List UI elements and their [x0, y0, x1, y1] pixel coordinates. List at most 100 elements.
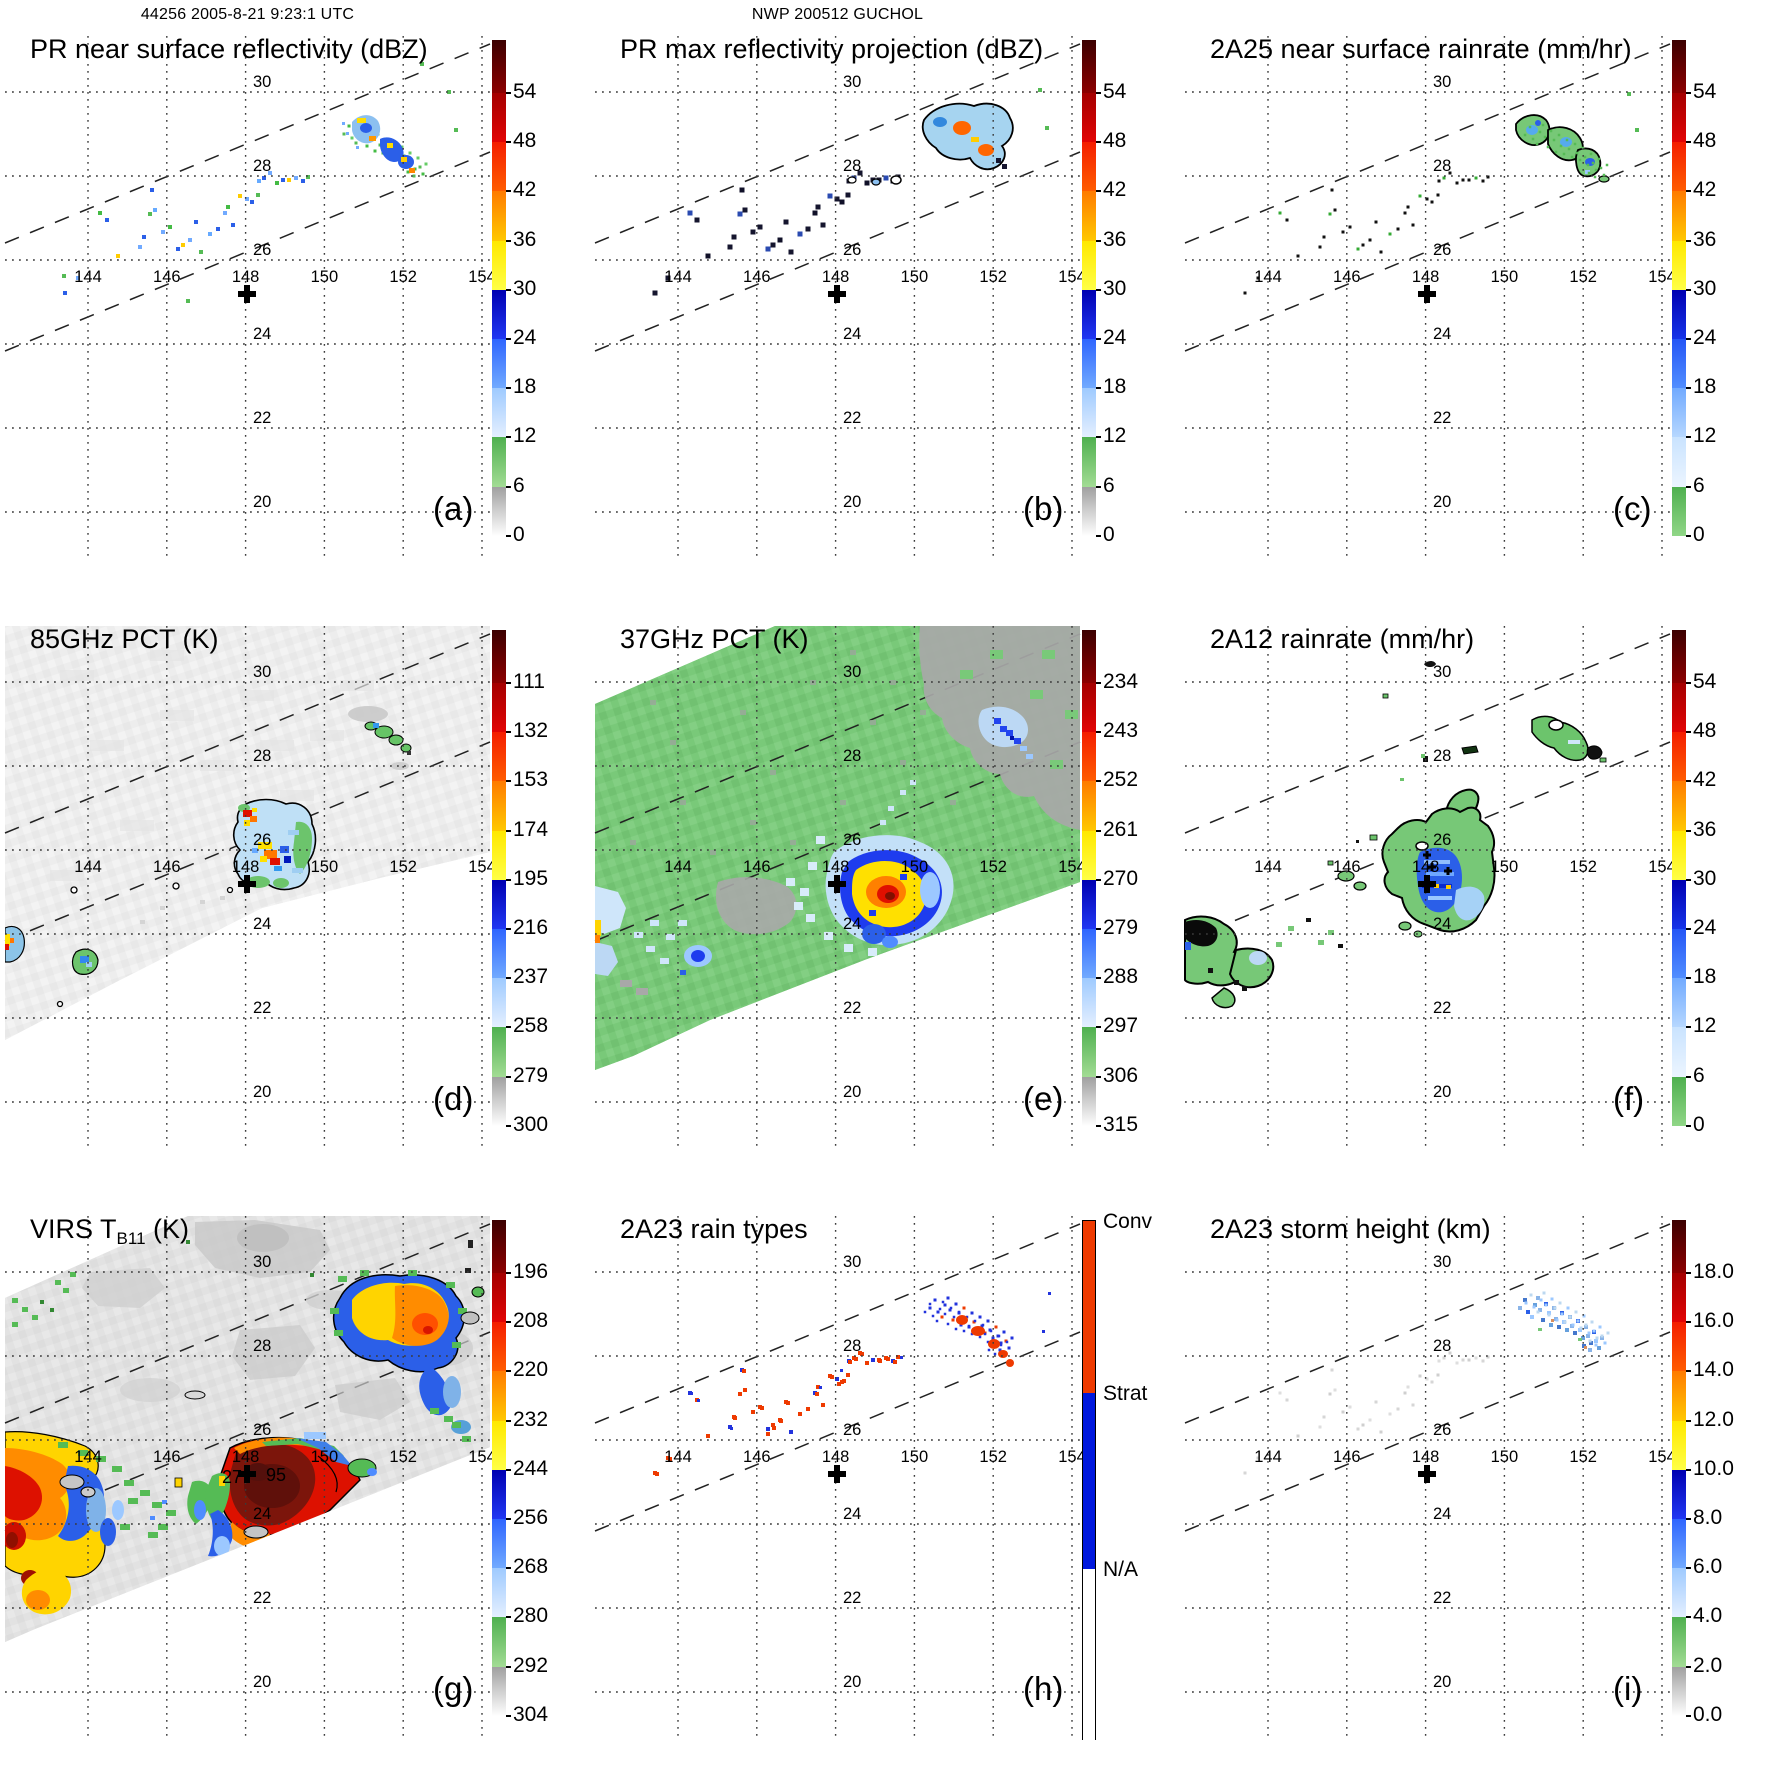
data-features-c — [1243, 92, 1639, 295]
graticule — [1185, 36, 1670, 558]
svg-text:20: 20 — [843, 1673, 861, 1691]
graticule-labels: 30 28 26 24 22 20 144 146 148 150 152 154 — [1254, 663, 1676, 1101]
data-features-d — [5, 650, 412, 1015]
colorbar-band — [492, 290, 506, 339]
colorbar-band — [1672, 1470, 1686, 1519]
colorbar-band — [1082, 880, 1096, 929]
colorbar-label: 220 — [505, 1358, 549, 1381]
colorbar-band — [1082, 978, 1096, 1027]
colorbar-band — [1082, 831, 1096, 880]
colorbar-band — [492, 1667, 506, 1716]
colorbar-band — [1672, 1617, 1686, 1667]
panel-e-colorbar — [1082, 630, 1096, 1126]
colorbar-label: 54 — [1685, 80, 1717, 103]
colorbar-label: 6 — [1686, 474, 1705, 497]
colorbar-label: 10.0 — [1686, 1457, 1734, 1480]
colorbar-label: 252 — [1095, 768, 1139, 791]
svg-text:152: 152 — [979, 1448, 1007, 1466]
svg-text:22: 22 — [1433, 409, 1451, 427]
colorbar-band — [492, 487, 506, 536]
colorbar-band — [1672, 880, 1686, 929]
data-features-e — [595, 626, 1080, 995]
colorbar-band — [1082, 1027, 1096, 1077]
svg-text:154: 154 — [1058, 268, 1086, 286]
colorbar-band — [492, 241, 506, 290]
svg-text:148: 148 — [1412, 268, 1440, 286]
colorbar-label: 234 — [1095, 670, 1139, 693]
colorbar-band — [1672, 978, 1686, 1027]
svg-text:28: 28 — [843, 747, 861, 765]
panel-e-map: 30 28 26 24 22 20 144 146 148 150 152 154 — [594, 626, 1086, 1148]
colorbar-label: 30 — [1685, 277, 1717, 300]
graticule-labels: 30 28 26 24 22 20 144 146 148 150 152 154 — [1254, 73, 1676, 511]
svg-text:30: 30 — [1433, 73, 1451, 91]
colorbar-band — [492, 1470, 506, 1519]
panel-b-colorbar — [1082, 40, 1096, 536]
colorbar-label: 0.0 — [1685, 1703, 1723, 1726]
svg-text:148: 148 — [232, 858, 260, 876]
svg-text:154: 154 — [1648, 1448, 1676, 1466]
colorbar-label: 2.0 — [1685, 1654, 1723, 1677]
svg-text:26: 26 — [843, 241, 861, 259]
panel-h-letter: (h) — [1023, 1670, 1064, 1707]
panel-g: 27 95 30 28 26 24 22 20 144 146 148 150 152 154 VIRS … — [0, 1180, 590, 1770]
svg-text:22: 22 — [843, 999, 861, 1017]
graticule — [595, 1216, 1080, 1738]
panel-a-title: PR near surface reflectivity (dBZ) — [30, 34, 428, 64]
svg-text:30: 30 — [843, 663, 861, 681]
svg-text:150: 150 — [311, 268, 339, 286]
colorbar-label: 12 — [505, 424, 537, 447]
colorbar-band — [1672, 831, 1686, 880]
colorbar-band — [492, 781, 506, 831]
svg-text:30: 30 — [253, 663, 271, 681]
panel-f-title: 2A12 rainrate (mm/hr) — [1210, 624, 1475, 654]
colorbar-label: 4.0 — [1685, 1604, 1723, 1627]
colorbar-band — [1082, 1077, 1096, 1126]
svg-text:26: 26 — [1433, 1421, 1451, 1439]
svg-text:150: 150 — [901, 858, 929, 876]
storm-center-marker — [828, 285, 846, 303]
colorbar-label: 243 — [1095, 719, 1139, 742]
colorbar-segment-conv — [1083, 1221, 1095, 1393]
svg-text:152: 152 — [389, 1448, 417, 1466]
colorbar-label: 256 — [505, 1506, 549, 1529]
colorbar-label: 315 — [1095, 1113, 1139, 1136]
colorbar-label: 48 — [505, 129, 537, 152]
svg-text:26: 26 — [253, 1421, 271, 1439]
storm-center-marker — [238, 875, 256, 893]
panel-c-colorbar — [1672, 40, 1686, 536]
colorbar-label: N/A — [1103, 1558, 1139, 1581]
panel-c-map: 30 28 26 24 22 20 144 146 148 150 152 154 — [1184, 36, 1676, 558]
colorbar-label: 6 — [1096, 474, 1115, 497]
svg-text:24: 24 — [253, 1505, 271, 1523]
panel-e: 30 28 26 24 22 20 144 146 148 150 152 154 37GHz PCT… — [590, 590, 1180, 1180]
svg-text:24: 24 — [843, 325, 861, 343]
colorbar-label: 6.0 — [1685, 1555, 1723, 1578]
colorbar-label: 16.0 — [1686, 1309, 1734, 1332]
colorbar-label: 297 — [1095, 1014, 1139, 1037]
svg-text:20: 20 — [1433, 1083, 1451, 1101]
data-features-b — [652, 88, 1049, 296]
panel-i-map: 30 28 26 24 22 20 144 146 148 150 152 154 — [1184, 1216, 1676, 1738]
svg-text:154: 154 — [1058, 1448, 1086, 1466]
panel-a-map: 30 28 26 24 22 20 144 146 148 150 152 154 — [4, 36, 496, 558]
colorbar-label: 300 — [505, 1113, 549, 1136]
colorbar-label: 174 — [505, 818, 549, 841]
colorbar-label: 216 — [505, 916, 549, 939]
svg-text:30: 30 — [253, 1253, 271, 1271]
svg-text:22: 22 — [843, 409, 861, 427]
data-features-h — [653, 1292, 1051, 1476]
panel-d-title: 85GHz PCT (K) — [30, 624, 219, 654]
svg-text:154: 154 — [468, 268, 496, 286]
colorbar-label: 48 — [1095, 129, 1127, 152]
svg-text:152: 152 — [389, 858, 417, 876]
svg-text:150: 150 — [311, 858, 339, 876]
colorbar-label: 30 — [1095, 277, 1127, 300]
svg-text:24: 24 — [1433, 325, 1451, 343]
colorbar-label: 153 — [505, 768, 549, 791]
colorbar-label: 12 — [1685, 1014, 1717, 1037]
svg-text:148: 148 — [822, 268, 850, 286]
svg-text:148: 148 — [232, 1448, 260, 1466]
svg-text:28: 28 — [253, 1337, 271, 1355]
svg-text:154: 154 — [1648, 268, 1676, 286]
